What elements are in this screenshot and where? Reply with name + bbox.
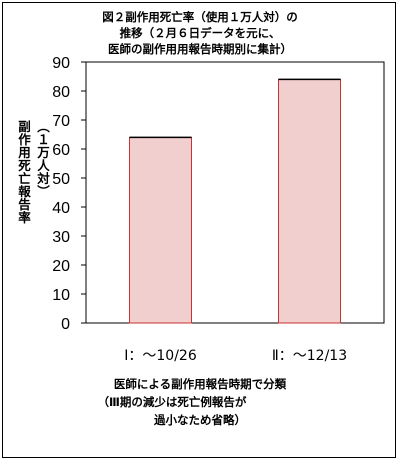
- x-axis-label-line-1: 医師による副作用報告時期で分類: [0, 376, 400, 392]
- y-tick-label: 60: [52, 142, 70, 159]
- y-tick-label: 90: [52, 55, 70, 72]
- x-category-label-1: Ⅰ：～10/26: [124, 348, 197, 364]
- x-category-label-2: Ⅱ：～12/13: [272, 348, 347, 364]
- y-tick-label: 0: [61, 316, 70, 333]
- y-tick-label: 10: [52, 287, 70, 304]
- bar-2: [279, 79, 341, 323]
- y-tick-label: 40: [52, 200, 70, 217]
- y-tick-label: 50: [52, 171, 70, 188]
- y-tick-label: 80: [52, 84, 70, 101]
- x-axis-label-line-3: 過小なため省略）: [0, 412, 400, 428]
- x-axis-label-line-2: （Ⅲ期の減少は死亡例報告が: [0, 394, 372, 410]
- bar-1: [130, 137, 192, 323]
- y-tick-label: 70: [52, 113, 70, 130]
- y-tick-label: 30: [52, 229, 70, 246]
- y-tick-label: 20: [52, 258, 70, 275]
